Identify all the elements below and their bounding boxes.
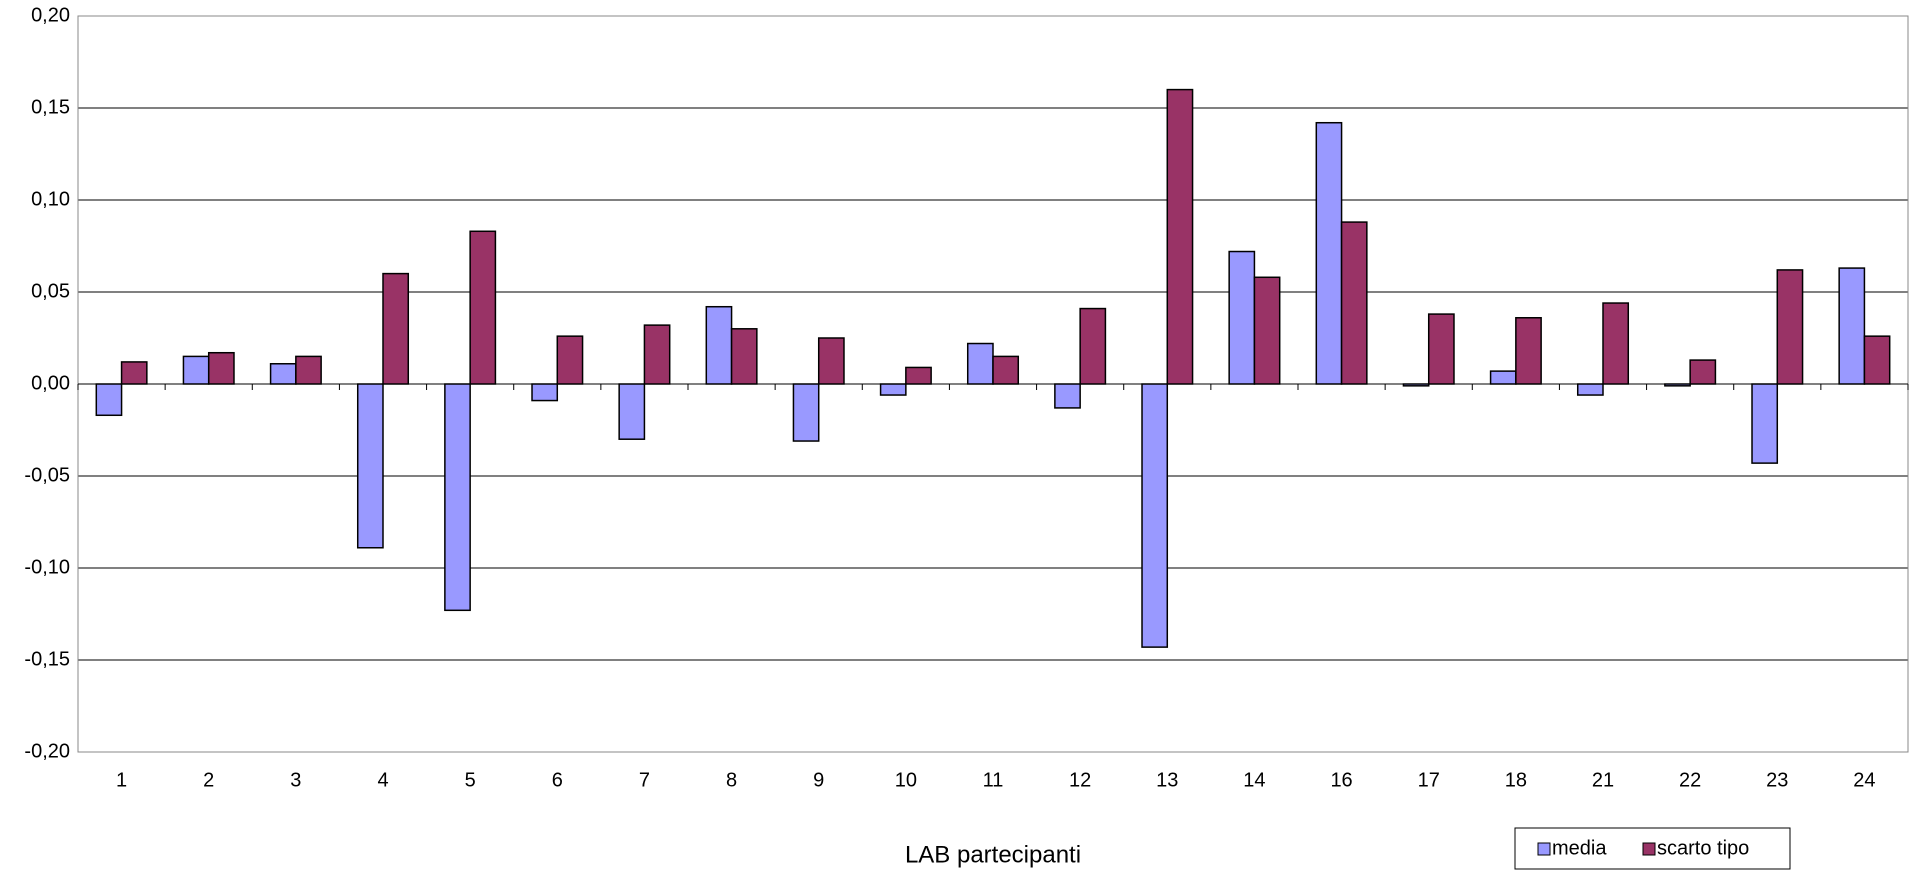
x-axis-label: LAB partecipanti xyxy=(905,841,1081,868)
x-tick-label: 4 xyxy=(377,769,388,791)
x-tick-label: 14 xyxy=(1243,769,1265,791)
x-tick-label: 21 xyxy=(1592,769,1614,791)
bar xyxy=(1602,302,1630,385)
bar xyxy=(1427,313,1455,385)
bar xyxy=(817,337,845,385)
x-tick-label: 16 xyxy=(1330,769,1352,791)
bar xyxy=(1054,383,1081,409)
y-tick-label: 0,10 xyxy=(31,188,70,210)
bar xyxy=(1340,221,1368,385)
bar xyxy=(792,383,820,442)
bar xyxy=(556,335,584,385)
bar xyxy=(1751,383,1779,464)
legend-label: scarto tipo xyxy=(1657,837,1749,859)
x-tick-label: 17 xyxy=(1418,769,1440,791)
x-tick-label: 13 xyxy=(1156,769,1178,791)
bar xyxy=(705,305,733,385)
bar xyxy=(992,355,1020,385)
bar xyxy=(1141,383,1169,648)
legend-swatch xyxy=(1642,842,1656,856)
bar xyxy=(469,230,497,385)
x-tick-label: 23 xyxy=(1766,769,1788,791)
x-tick-label: 18 xyxy=(1505,769,1527,791)
x-tick-label: 1 xyxy=(116,769,127,791)
bar xyxy=(1253,276,1281,385)
y-tick-label: -0,05 xyxy=(24,464,70,486)
bar xyxy=(1863,335,1891,385)
legend-swatch xyxy=(1537,842,1551,856)
bar xyxy=(295,355,322,385)
bar xyxy=(1664,383,1691,387)
x-tick-label: 24 xyxy=(1853,769,1875,791)
bar xyxy=(643,324,671,385)
x-tick-label: 22 xyxy=(1679,769,1701,791)
y-tick-label: -0,20 xyxy=(24,740,70,762)
bar xyxy=(1776,269,1804,385)
bar xyxy=(269,363,297,385)
bar xyxy=(879,383,907,396)
x-tick-label: 6 xyxy=(552,769,563,791)
x-tick-label: 9 xyxy=(813,769,824,791)
legend-label: media xyxy=(1552,837,1607,859)
bar xyxy=(1228,250,1256,385)
bar xyxy=(1838,267,1866,385)
bar xyxy=(1515,317,1542,385)
bar xyxy=(730,328,758,385)
bar xyxy=(182,355,210,385)
bar xyxy=(120,361,148,385)
bar xyxy=(618,383,646,440)
x-tick-label: 7 xyxy=(639,769,650,791)
x-tick-label: 11 xyxy=(983,769,1004,791)
bar xyxy=(1166,88,1194,385)
bar xyxy=(1315,121,1343,385)
bar xyxy=(1079,307,1107,385)
x-tick-label: 12 xyxy=(1069,769,1091,791)
bar xyxy=(95,383,123,417)
bar xyxy=(356,383,384,549)
bar xyxy=(207,351,235,385)
bar xyxy=(1689,359,1717,385)
bar xyxy=(1576,383,1604,396)
bar xyxy=(382,272,410,385)
x-tick-label: 2 xyxy=(203,769,214,791)
x-tick-label: 10 xyxy=(895,769,917,791)
bar xyxy=(444,383,471,612)
y-tick-label: 0,20 xyxy=(31,4,70,26)
bar xyxy=(1402,383,1430,387)
x-tick-label: 8 xyxy=(726,769,737,791)
y-tick-label: -0,15 xyxy=(24,648,70,670)
x-tick-label: 5 xyxy=(465,769,476,791)
bar xyxy=(905,366,932,385)
bar xyxy=(531,383,559,402)
y-tick-label: 0,00 xyxy=(31,372,70,394)
y-tick-label: -0,10 xyxy=(24,556,70,578)
bar xyxy=(966,342,994,385)
y-tick-label: 0,05 xyxy=(31,280,70,302)
x-tick-label: 3 xyxy=(290,769,301,791)
bar xyxy=(1489,370,1517,385)
y-tick-label: 0,15 xyxy=(31,96,70,118)
